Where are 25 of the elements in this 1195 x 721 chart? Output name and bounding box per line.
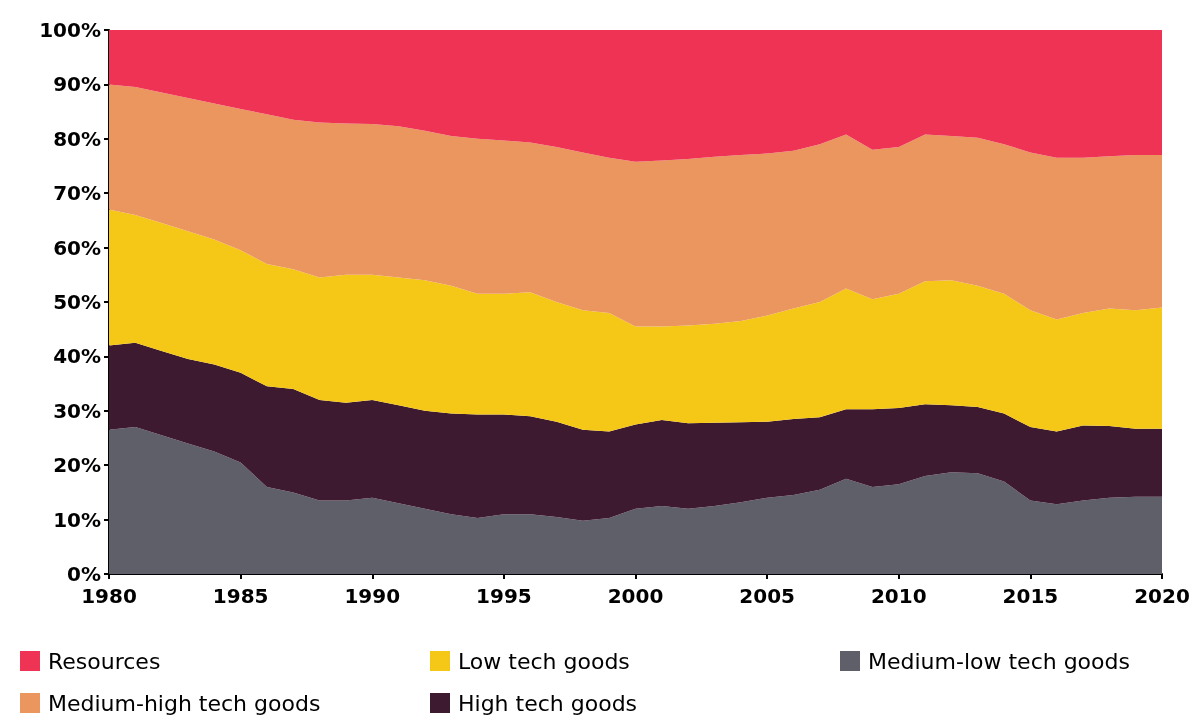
y-tick-label: 0% <box>67 562 101 586</box>
x-tick-label: 2000 <box>607 584 664 608</box>
x-tick-label: 1985 <box>212 584 269 608</box>
y-tick-label: 40% <box>53 344 101 369</box>
x-tick-label: 2020 <box>1134 584 1190 608</box>
x-tick-label: 2005 <box>739 584 795 608</box>
legend-label: Low tech goods <box>458 648 630 674</box>
x-tick-label: 2015 <box>1002 584 1059 608</box>
y-tick-label: 50% <box>53 290 101 314</box>
y-tick-label: 20% <box>53 453 101 478</box>
x-tick-label: 1995 <box>476 584 532 608</box>
y-tick-label: 30% <box>53 398 101 423</box>
y-tick-label: 80% <box>53 126 101 151</box>
legend-label: Medium-low tech goods <box>868 648 1130 674</box>
legend-label: High tech goods <box>458 690 638 716</box>
y-tick-label: 70% <box>53 181 101 206</box>
y-tick-label: 90% <box>53 72 101 97</box>
legend-label: Medium-high tech goods <box>48 690 321 716</box>
y-tick-label: 60% <box>53 235 101 260</box>
x-tick-label: 1990 <box>344 584 401 608</box>
x-tick-label: 1980 <box>81 584 137 608</box>
y-tick-label: 100% <box>39 18 101 42</box>
legend-label: Resources <box>48 648 161 674</box>
y-tick-label: 10% <box>53 507 101 532</box>
x-tick-label: 2010 <box>870 584 927 608</box>
